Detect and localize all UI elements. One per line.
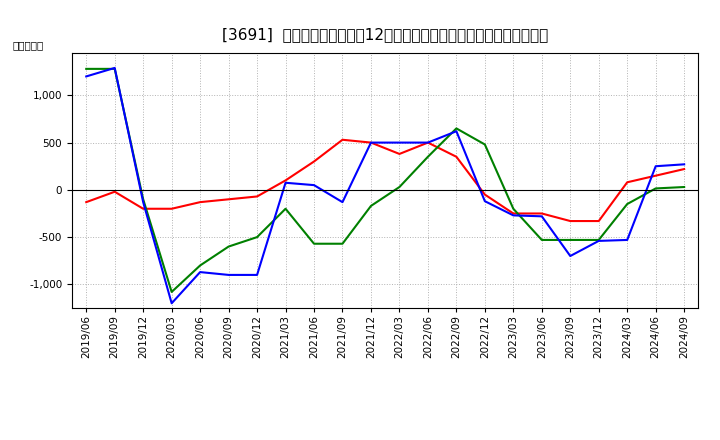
営業CF: [338, 137, 347, 143]
投資CF: [338, 241, 347, 246]
投資CF: [595, 237, 603, 242]
フリーCF: [537, 214, 546, 219]
投資CF: [452, 126, 461, 131]
投資CF: [110, 66, 119, 72]
フリーCF: [338, 199, 347, 205]
フリーCF: [423, 140, 432, 145]
投資CF: [623, 202, 631, 207]
Line: フリーCF: フリーCF: [86, 68, 684, 303]
営業CF: [366, 140, 375, 145]
営業CF: [623, 180, 631, 185]
投資CF: [310, 241, 318, 246]
営業CF: [225, 197, 233, 202]
投資CF: [566, 237, 575, 242]
営業CF: [253, 194, 261, 199]
営業CF: [595, 218, 603, 224]
フリーCF: [196, 269, 204, 275]
投資CF: [167, 289, 176, 294]
投資CF: [282, 206, 290, 211]
投資CF: [652, 186, 660, 191]
営業CF: [537, 211, 546, 216]
投資CF: [480, 142, 489, 147]
投資CF: [82, 66, 91, 72]
投資CF: [680, 184, 688, 190]
投資CF: [225, 244, 233, 249]
フリーCF: [139, 199, 148, 205]
フリーCF: [623, 237, 631, 242]
営業CF: [310, 159, 318, 164]
フリーCF: [82, 74, 91, 79]
営業CF: [423, 140, 432, 145]
フリーCF: [282, 180, 290, 185]
投資CF: [423, 154, 432, 159]
Title: [3691]  キャッシュフローの12か月移動合計の対前年同期増減額の推移: [3691] キャッシュフローの12か月移動合計の対前年同期増減額の推移: [222, 27, 549, 42]
フリーCF: [167, 301, 176, 306]
投資CF: [196, 263, 204, 268]
投資CF: [253, 235, 261, 240]
営業CF: [395, 151, 404, 157]
フリーCF: [366, 140, 375, 145]
Line: 投資CF: 投資CF: [86, 69, 684, 292]
投資CF: [509, 206, 518, 211]
フリーCF: [110, 65, 119, 70]
営業CF: [167, 206, 176, 211]
フリーCF: [680, 161, 688, 167]
営業CF: [282, 178, 290, 183]
フリーCF: [566, 253, 575, 259]
フリーCF: [253, 272, 261, 278]
営業CF: [566, 218, 575, 224]
営業CF: [509, 211, 518, 216]
フリーCF: [652, 164, 660, 169]
営業CF: [452, 154, 461, 159]
営業CF: [680, 166, 688, 172]
フリーCF: [509, 213, 518, 218]
フリーCF: [595, 238, 603, 243]
Y-axis label: （百万円）: （百万円）: [12, 40, 44, 50]
営業CF: [110, 189, 119, 194]
営業CF: [480, 192, 489, 197]
営業CF: [196, 199, 204, 205]
フリーCF: [395, 140, 404, 145]
フリーCF: [225, 272, 233, 278]
営業CF: [82, 199, 91, 205]
営業CF: [652, 173, 660, 178]
投資CF: [139, 197, 148, 202]
フリーCF: [310, 183, 318, 188]
投資CF: [537, 237, 546, 242]
投資CF: [395, 184, 404, 190]
投資CF: [366, 203, 375, 209]
営業CF: [139, 206, 148, 211]
フリーCF: [452, 128, 461, 134]
Line: 営業CF: 営業CF: [86, 140, 684, 221]
フリーCF: [480, 198, 489, 204]
